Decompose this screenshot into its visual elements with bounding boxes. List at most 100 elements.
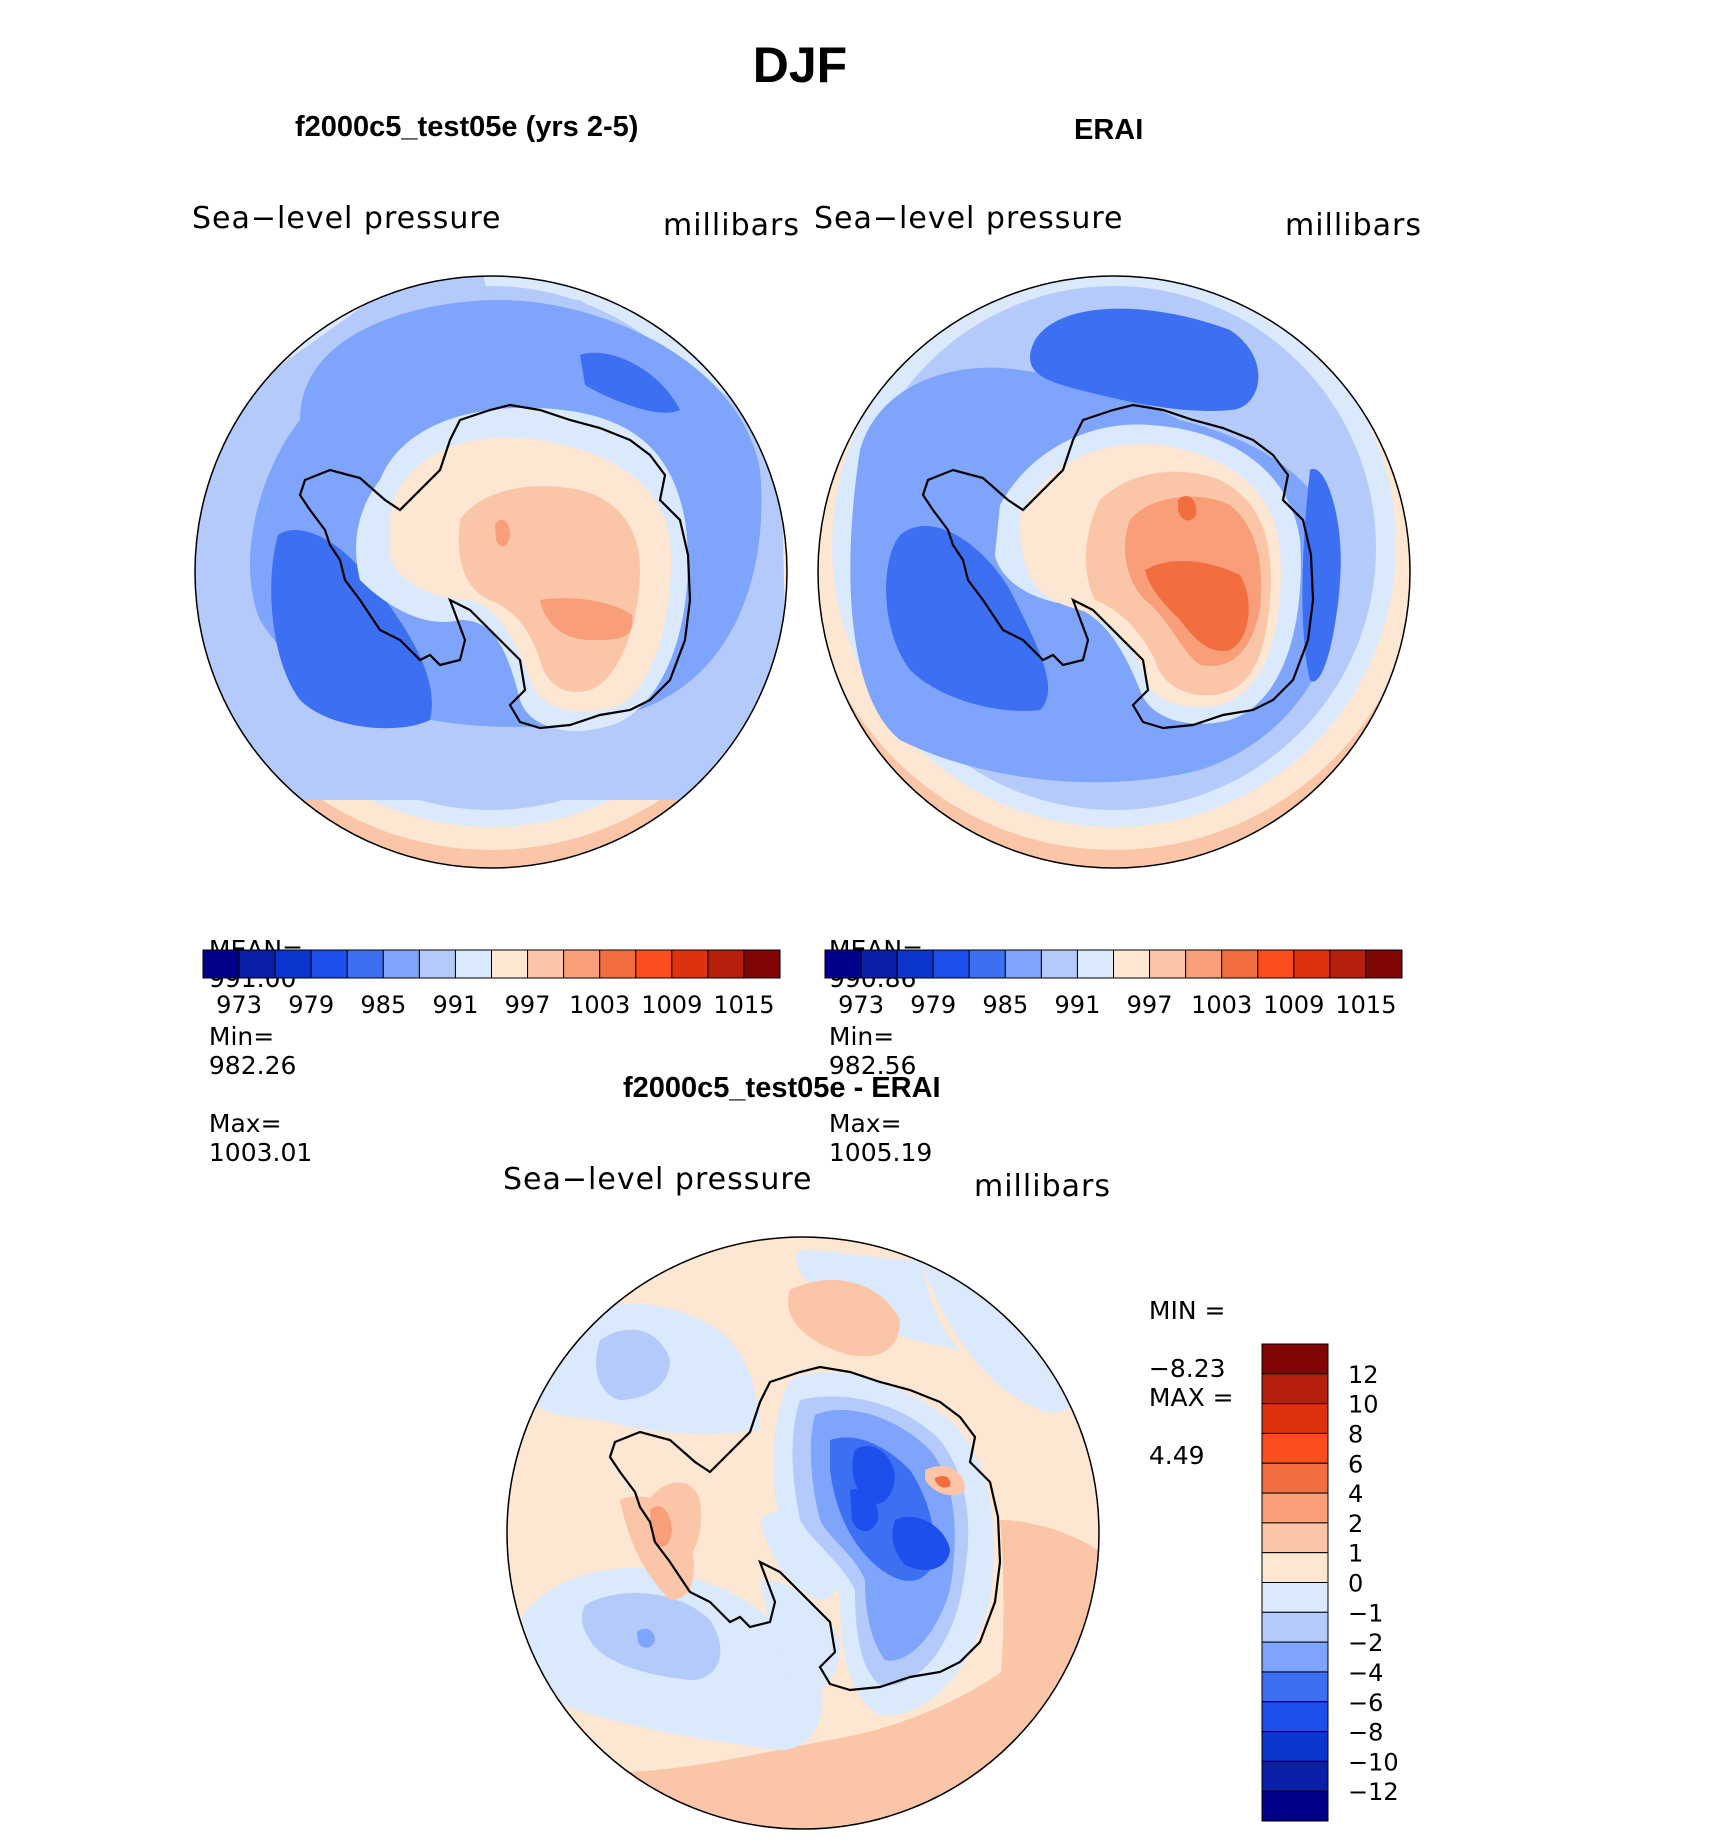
panel2-colorbar-swatch	[968, 949, 1006, 979]
panel2-colorbar-tick-label: 1003	[1191, 991, 1252, 1019]
panel2-colorbar-swatch	[1293, 949, 1331, 979]
panel2-colorbar-tick-label: 1015	[1335, 991, 1396, 1019]
panel1-antarctica-coastline	[298, 403, 692, 730]
panel3-variable-label: Sea−level pressure	[503, 1162, 813, 1197]
panel2-colorbar-tick-label: 973	[838, 991, 884, 1019]
panel3-stats: MIN = −8.23 MAX = 4.49	[1133, 1267, 1234, 1470]
panel1-colorbar-swatch	[454, 949, 492, 979]
panel2-colorbar-tick-label: 991	[1055, 991, 1101, 1019]
panel3-colorbar-swatch	[1261, 1671, 1329, 1703]
panel1-min-label: Min=	[208, 1022, 275, 1051]
panel2-colorbar-swatch	[1113, 949, 1151, 979]
panel1-colorbar-swatch	[707, 949, 745, 979]
panel1-colorbar-swatch	[527, 949, 565, 979]
panel3-colorbar-tick-label: 10	[1348, 1391, 1379, 1419]
panel1-colorbar-swatch	[310, 949, 348, 979]
panel3-colorbar-tick-label: −12	[1348, 1778, 1399, 1806]
panel3-colorbar-swatch	[1261, 1432, 1329, 1464]
panel1-colorbar-tick-label: 1015	[713, 991, 774, 1019]
panel3-colorbar-swatch	[1261, 1611, 1329, 1643]
panel1-colorbar-tick-label: 991	[433, 991, 479, 1019]
panel3-min-label: MIN =	[1148, 1296, 1226, 1325]
panel2-colorbar-swatch	[1221, 949, 1259, 979]
panel3-colorbar-swatch	[1261, 1701, 1329, 1733]
panel3-colorbar-tick-label: 6	[1348, 1450, 1363, 1478]
panel2-map	[818, 276, 1410, 868]
panel3-colorbar-swatch	[1261, 1343, 1329, 1375]
panel2-colorbar-swatch	[1257, 949, 1295, 979]
panel1-colorbar-tick-label: 1009	[641, 991, 702, 1019]
panel3-colorbar-swatch	[1261, 1403, 1329, 1434]
panel3-colorbar-tick-label: 12	[1348, 1361, 1379, 1389]
panel1-colorbar: 973 979 985 991 997 1003 1009 1015	[202, 949, 781, 1019]
panel3-colorbar-swatch	[1261, 1760, 1329, 1792]
panel3-min-value: −8.23	[1148, 1354, 1226, 1383]
panel1-title: f2000c5_test05e (yrs 2-5)	[295, 111, 639, 143]
panel3-contours	[507, 1237, 1099, 1829]
panel1-colorbar-tick-label: 973	[216, 991, 262, 1019]
panel2-colorbar-swatch	[860, 949, 898, 979]
panel2-colorbar-tick-label: 979	[910, 991, 956, 1019]
panel3-colorbar-tick-label: 4	[1348, 1480, 1363, 1508]
panel1-colorbar-swatch	[671, 949, 709, 979]
panel3-colorbar-tick-label: 0	[1348, 1570, 1363, 1598]
panel3-colorbar-swatch	[1261, 1641, 1329, 1673]
panel3-colorbar-swatch	[1261, 1552, 1329, 1583]
panel3-max-label: MAX =	[1148, 1383, 1234, 1412]
panel2-title: ERAI	[1074, 114, 1144, 146]
panel2-max-label: Max=	[828, 1109, 902, 1138]
page-title: DJF	[752, 37, 848, 93]
panel3-map	[507, 1237, 1099, 1829]
panel1-colorbar-swatch	[382, 949, 420, 979]
panel2-colorbar-tick-label: 997	[1127, 991, 1173, 1019]
panel1-colorbar-swatch	[563, 949, 601, 979]
panel2-colorbar-swatch	[896, 949, 934, 979]
panel2-contours	[818, 276, 1410, 868]
panel3-max-value: 4.49	[1148, 1441, 1205, 1470]
panel1-colorbar-tick-label: 979	[288, 991, 334, 1019]
panel2-colorbar-swatch	[932, 949, 970, 979]
panel2-colorbar-swatch	[1149, 949, 1187, 979]
panel2-min-value: 982.56	[828, 1051, 917, 1080]
panel2-antarctica-coastline	[921, 403, 1315, 730]
panel1-colorbar-swatch	[635, 949, 673, 979]
panel2-colorbar-swatch	[1040, 949, 1078, 979]
panel2-colorbar-swatch	[1004, 949, 1042, 979]
panel3-colorbar-tick-label: −4	[1348, 1659, 1383, 1687]
panel1-colorbar-tick-label: 997	[505, 991, 551, 1019]
panel2-colorbar-swatch	[1076, 949, 1114, 979]
panel1-max-value: 1003.01	[208, 1138, 313, 1167]
panel1-colorbar-tick-label: 1003	[569, 991, 630, 1019]
panel3-colorbar-swatch	[1261, 1492, 1329, 1524]
panel2-colorbar-swatch	[824, 949, 862, 979]
panel1-colorbar-swatch	[599, 949, 637, 979]
panel1-map-border	[194, 275, 788, 869]
panel3-colorbar-swatch	[1261, 1790, 1329, 1822]
panel1-colorbar-swatch	[238, 949, 276, 979]
panel3-colorbar-swatch	[1261, 1462, 1329, 1494]
panel3-colorbar-tick-label: −10	[1348, 1748, 1399, 1776]
panel1-min-value: 982.26	[208, 1051, 297, 1080]
panel1-colorbar-swatch	[418, 949, 456, 979]
panel1-colorbar-swatch	[274, 949, 312, 979]
panel3-map-border	[506, 1236, 1100, 1830]
panel3-colorbar-tick-label: −2	[1348, 1629, 1383, 1657]
panel3-colorbar-tick-label: 1	[1348, 1540, 1363, 1568]
panel3-colorbar-tick-label: −6	[1348, 1689, 1383, 1717]
panel3-colorbar-swatch	[1261, 1373, 1329, 1405]
panel2-colorbar-swatch	[1365, 949, 1403, 979]
panel2-max-value: 1005.19	[828, 1138, 933, 1167]
panel1-variable-label: Sea−level pressure	[192, 201, 502, 236]
panel3-colorbar-swatch	[1261, 1582, 1329, 1613]
panel2-colorbar-swatch	[1185, 949, 1223, 979]
panel2-colorbar-tick-label: 1009	[1263, 991, 1324, 1019]
panel1-units-label: millibars	[663, 208, 800, 243]
panel3-colorbar-swatch	[1261, 1731, 1329, 1762]
panel2-units-label: millibars	[1285, 208, 1422, 243]
panel3-colorbar-swatch	[1261, 1522, 1329, 1554]
panel2-colorbar: 973 979 985 991 997 1003 1009 1015	[824, 949, 1403, 1019]
panel3-colorbar-tick-label: 2	[1348, 1510, 1363, 1538]
panel1-max-label: Max=	[208, 1109, 282, 1138]
